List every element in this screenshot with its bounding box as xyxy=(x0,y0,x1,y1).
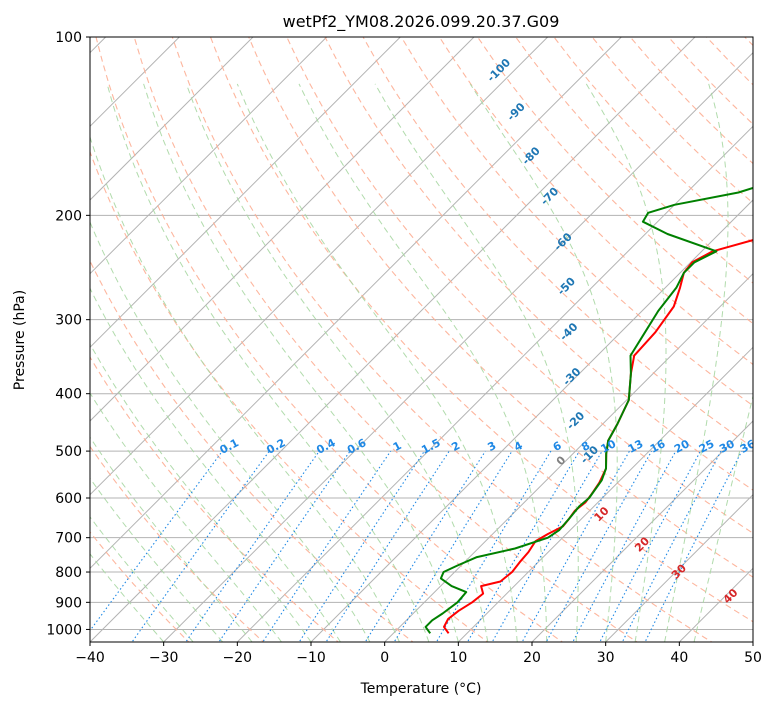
y-tick-label: 200 xyxy=(55,208,82,224)
mixing-ratio-line xyxy=(364,450,486,642)
dry-adiabat-line xyxy=(95,37,564,642)
isotherm-line xyxy=(90,37,696,642)
moist-adiabat-line xyxy=(90,436,253,642)
moist-adiabat-line xyxy=(90,287,341,642)
moist-adiabat-line xyxy=(469,83,618,642)
y-tick-label: 600 xyxy=(55,491,82,507)
y-tick-label: 700 xyxy=(55,531,82,547)
mixing-ratio-line xyxy=(218,450,351,642)
dry-adiabat-line xyxy=(90,259,414,642)
y-tick-label: 100 xyxy=(55,30,82,46)
x-tick-label: −30 xyxy=(149,650,179,666)
moist-adiabat-line xyxy=(90,343,312,642)
x-tick-label: 40 xyxy=(670,650,688,666)
mixing-ratio-line xyxy=(298,450,425,642)
mixing-ratio-line xyxy=(572,450,677,642)
moist-adiabat-line xyxy=(693,394,753,642)
moist-adiabat-line xyxy=(374,83,579,642)
moist-adiabat-line xyxy=(664,83,729,642)
moist-adiabat-line xyxy=(90,135,400,642)
dewpoint-profile xyxy=(424,186,753,634)
dry-adiabat-line xyxy=(324,37,753,491)
isotherm-line xyxy=(605,493,753,642)
y-tick-label: 500 xyxy=(55,444,82,460)
mixing-ratio-label: 30 xyxy=(717,437,737,456)
moist-adiabat-line xyxy=(90,220,371,642)
y-tick-label: 900 xyxy=(55,595,82,611)
dry-adiabat-line xyxy=(171,37,713,642)
background-lines xyxy=(90,37,753,642)
mixing-ratio-line xyxy=(185,450,320,642)
isotherm-line xyxy=(90,37,328,275)
mixing-ratio-label: 36 xyxy=(738,437,758,456)
y-tick-label: 300 xyxy=(55,313,82,329)
moist-adiabat-line xyxy=(298,83,548,642)
dry-adiabat-line xyxy=(90,356,340,642)
isotherm-line xyxy=(310,199,753,642)
y-axis-label: Pressure (hPa) xyxy=(12,290,28,390)
chart-title: wetPf2_YM08.2026.099.20.37.G09 xyxy=(283,12,560,32)
dry-adiabat-line xyxy=(438,37,753,366)
isotherm-line xyxy=(90,37,549,496)
profile-lines xyxy=(424,186,753,634)
dry-adiabat-line xyxy=(248,37,753,578)
isotherm-line xyxy=(163,51,753,642)
moist-adiabat-line xyxy=(90,477,223,642)
mixing-ratio-label: 25 xyxy=(697,437,717,456)
mixing-ratio-line xyxy=(599,450,701,642)
mixing-ratio-line xyxy=(90,450,223,632)
y-tick-label: 1000 xyxy=(46,622,82,638)
dry-adiabat-line xyxy=(477,37,753,325)
isotherm-line xyxy=(531,420,753,642)
moist-adiabat-line xyxy=(90,553,165,642)
moist-adiabat-line xyxy=(106,83,430,642)
isotherm-line xyxy=(384,272,753,642)
y-tick-label: 800 xyxy=(55,565,82,581)
axes: −40 −30 −20 −10 0 10 20 30 40 50 1000 900 800 700 600 5… xyxy=(46,30,762,666)
mixing-ratio-line xyxy=(262,450,392,642)
mixing-ratio-line xyxy=(325,450,450,642)
x-axis-label: Temperature (°C) xyxy=(360,681,482,697)
mixing-ratio-label: 20 xyxy=(672,437,692,456)
mixing-ratio-label: 16 xyxy=(648,437,668,456)
x-tick-label: −40 xyxy=(75,650,105,666)
dry-adiabat-line xyxy=(90,445,265,642)
mixing-ratio-label: 13 xyxy=(626,437,646,456)
x-tick-label: 10 xyxy=(449,650,467,666)
dry-adiabat-line xyxy=(362,37,753,449)
plot-frame xyxy=(89,36,754,643)
x-tick-label: 0 xyxy=(380,650,389,666)
dry-adiabat-line xyxy=(400,37,753,407)
mixing-ratio-line xyxy=(131,450,270,642)
isotherm-line xyxy=(90,37,401,349)
isotherm-line xyxy=(457,346,753,642)
x-tick-label: −20 xyxy=(223,650,253,666)
y-tick-label: 400 xyxy=(55,387,82,403)
isotherm-line xyxy=(236,125,753,642)
isotherm-line xyxy=(90,37,254,201)
moist-adiabat-line xyxy=(236,83,518,642)
mixing-ratio-label: 10 xyxy=(599,437,619,456)
x-tick-label: 30 xyxy=(597,650,615,666)
mixing-ratio-line xyxy=(621,450,722,642)
x-tick-label: 20 xyxy=(523,650,541,666)
isotherm-line xyxy=(90,37,475,422)
isotherm-line xyxy=(90,37,622,570)
moist-adiabat-line xyxy=(585,83,667,642)
x-tick-label: 50 xyxy=(744,650,762,666)
x-tick-label: −10 xyxy=(296,650,326,666)
dry-adiabat-line xyxy=(286,37,753,534)
mixing-ratio-line xyxy=(393,450,513,642)
moist-adiabat-line xyxy=(143,83,459,642)
moist-adiabat-line xyxy=(90,516,194,642)
moist-adiabat-line xyxy=(90,392,282,642)
mixing-ratio-line xyxy=(466,450,580,642)
moist-adiabat-line xyxy=(185,83,489,642)
dry-adiabat-line xyxy=(133,37,639,642)
